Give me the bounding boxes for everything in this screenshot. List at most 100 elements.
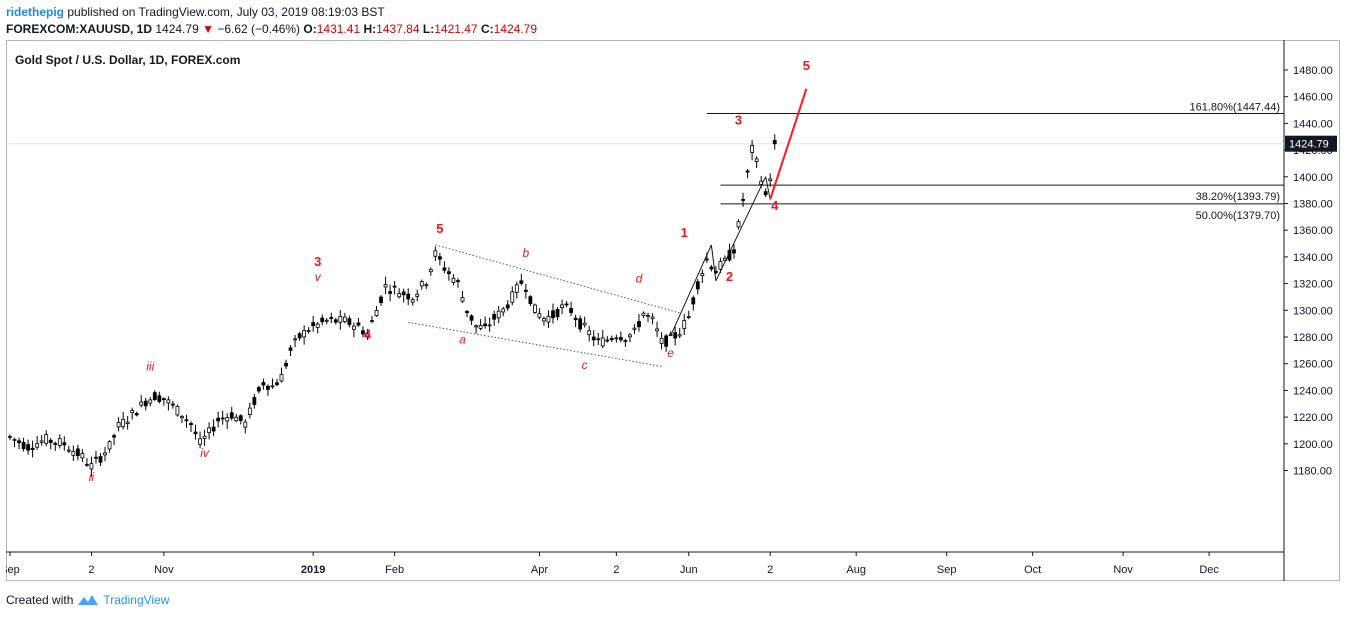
candle-body bbox=[483, 323, 488, 327]
candle-body bbox=[560, 304, 564, 308]
candle-body bbox=[763, 191, 768, 196]
candle-body bbox=[329, 317, 334, 319]
time-tick-label: Oct bbox=[1024, 564, 1041, 576]
candle-body bbox=[704, 258, 709, 261]
candle-body bbox=[207, 427, 212, 434]
last-price: 1424.79 bbox=[155, 22, 199, 36]
fib-level-label: 38.20%(1393.79) bbox=[1196, 191, 1280, 203]
wave-line bbox=[670, 244, 712, 336]
candle-body bbox=[650, 316, 655, 320]
candle-body bbox=[279, 374, 284, 382]
wave-label: 1 bbox=[681, 225, 688, 240]
candle-body bbox=[247, 407, 252, 415]
candle-body bbox=[437, 256, 442, 260]
candle-body bbox=[519, 280, 524, 284]
candle-body bbox=[691, 297, 696, 305]
candle-body bbox=[428, 269, 433, 273]
candle-body bbox=[505, 304, 510, 309]
candle-body bbox=[745, 170, 750, 173]
low-value: 1421.47 bbox=[434, 22, 478, 36]
candle-body bbox=[397, 293, 402, 298]
candle-body bbox=[315, 323, 320, 328]
high-value: 1437.84 bbox=[376, 22, 420, 36]
candle-body bbox=[17, 440, 21, 444]
candle-body bbox=[628, 334, 632, 338]
candle-body bbox=[311, 322, 316, 327]
price-axis[interactable]: 1180.00 1200.00 1220.00 1240.00 1260.00 1280.… bbox=[1284, 65, 1337, 478]
candle-body bbox=[243, 421, 248, 428]
candle-body bbox=[447, 271, 451, 275]
chart-title: Gold Spot / U.S. Dollar, 1D, FOREX.com bbox=[15, 53, 240, 67]
candle-body bbox=[338, 316, 343, 323]
candle-body bbox=[460, 297, 465, 302]
candle-body bbox=[234, 416, 239, 422]
candle-body bbox=[750, 145, 754, 153]
candle-body bbox=[514, 284, 519, 293]
candle-body bbox=[21, 442, 26, 450]
price-chart[interactable]: Gold Spot / U.S. Dollar, 1D, FOREX.com 1… bbox=[0, 40, 1340, 581]
candle-body bbox=[89, 463, 94, 470]
candle-body bbox=[44, 434, 49, 444]
chart-frame[interactable]: Gold Spot / U.S. Dollar, 1D, FOREX.com 1… bbox=[0, 40, 1340, 581]
candle-body bbox=[374, 310, 379, 317]
candle-body bbox=[618, 336, 623, 341]
candle-body bbox=[261, 382, 266, 386]
candle-body bbox=[284, 362, 288, 367]
time-tick-label: Dec bbox=[1199, 564, 1219, 576]
price-tick-label: 1480.00 bbox=[1293, 65, 1333, 77]
candle-body bbox=[646, 314, 650, 317]
candle-body bbox=[370, 320, 374, 322]
high-label: H: bbox=[363, 22, 377, 36]
time-axis[interactable]: Sep 2 Nov 2019 Feb Apr 2 Jun 2 Aug Sep Oct Nov Dec bbox=[0, 552, 1219, 576]
price-tick-label: 1400.00 bbox=[1293, 172, 1333, 184]
wave-label: 5 bbox=[803, 58, 810, 73]
candle-body bbox=[184, 419, 189, 422]
candle-body bbox=[39, 440, 44, 443]
candle-body bbox=[401, 291, 406, 296]
candle-body bbox=[170, 403, 175, 406]
wave-line bbox=[710, 244, 717, 281]
candle-body bbox=[361, 330, 365, 335]
candle-body bbox=[605, 339, 610, 342]
last-price-tag-label: 1424.79 bbox=[1289, 139, 1329, 151]
candle-body bbox=[225, 417, 230, 422]
candle-body bbox=[388, 291, 393, 294]
candle-body bbox=[732, 249, 736, 254]
price-tick-label: 1280.00 bbox=[1293, 332, 1333, 344]
candle-body bbox=[591, 336, 596, 341]
candle-body bbox=[306, 330, 311, 332]
candle-body bbox=[600, 337, 605, 347]
candle-body bbox=[94, 456, 98, 459]
candle-body bbox=[754, 158, 759, 162]
time-tick-label: Nov bbox=[1113, 564, 1133, 576]
price-tick-label: 1440.00 bbox=[1293, 118, 1333, 130]
candle-body bbox=[26, 444, 31, 451]
candle-body bbox=[465, 310, 469, 314]
candle-body bbox=[537, 313, 542, 318]
candle-body bbox=[569, 308, 573, 313]
candle-body bbox=[564, 303, 569, 306]
candle-body bbox=[415, 293, 420, 297]
candle-body bbox=[8, 436, 12, 438]
candle-body bbox=[632, 327, 637, 330]
candle-body bbox=[487, 324, 492, 327]
created-with-text: Created with bbox=[6, 593, 74, 607]
candle-body bbox=[700, 273, 705, 277]
symbol-label: FOREXCOM:XAUUSD, 1D bbox=[6, 22, 153, 36]
candle-body bbox=[256, 387, 261, 392]
candle-body bbox=[238, 415, 243, 421]
candle-body bbox=[492, 313, 497, 320]
candle-body bbox=[75, 448, 80, 457]
candle-body bbox=[768, 178, 773, 182]
candle-body bbox=[555, 309, 560, 318]
candle-body bbox=[193, 431, 198, 435]
candle-body bbox=[451, 277, 456, 283]
candle-body bbox=[356, 322, 361, 326]
candle-body bbox=[478, 325, 483, 329]
time-tick-label: 2 bbox=[613, 564, 619, 576]
tradingview-brand-link[interactable]: TradingView bbox=[103, 593, 170, 607]
candle-body bbox=[53, 442, 58, 445]
candle-body bbox=[736, 221, 741, 228]
author-link[interactable]: ridethepig bbox=[6, 5, 65, 19]
candle-body bbox=[614, 337, 619, 340]
